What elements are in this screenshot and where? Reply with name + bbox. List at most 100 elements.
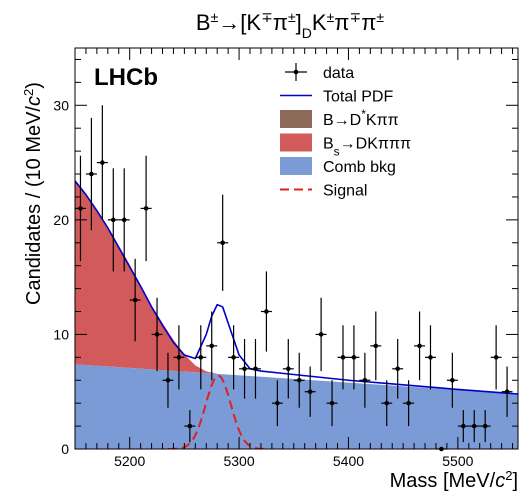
data-marker: [406, 400, 411, 406]
data-point: [260, 271, 272, 352]
data-point: [162, 352, 174, 408]
plot-area: [75, 180, 518, 449]
data-marker: [132, 297, 138, 303]
data-point: [479, 410, 491, 443]
legend-label: B→D*Kππ: [323, 107, 399, 129]
legend-item: Bs→DKπππ: [280, 133, 411, 159]
data-marker: [143, 206, 149, 211]
legend-label: Comb bkg: [323, 159, 396, 176]
y-tick-label: 0: [61, 441, 69, 457]
data-marker: [482, 423, 488, 429]
legend-fill-symbol: [280, 157, 312, 175]
data-marker: [285, 366, 291, 372]
data-marker: [253, 366, 258, 372]
x-tick-label: 5400: [333, 453, 364, 469]
legend-label: Signal: [323, 183, 367, 200]
data-point: [184, 410, 196, 443]
data-marker: [428, 355, 433, 360]
x-tick-label: 5500: [442, 453, 473, 469]
data-marker: [275, 400, 280, 406]
data-marker: [198, 355, 204, 360]
plot-frame: [74, 47, 519, 450]
data-point: [348, 325, 360, 390]
data-marker: [504, 389, 510, 395]
data-point: [468, 410, 480, 443]
data-marker: [340, 355, 346, 360]
data-marker: [264, 309, 269, 314]
comb-bkg-area: [75, 364, 518, 449]
data-marker: [231, 355, 236, 360]
data-point: [129, 258, 141, 342]
data-point: [414, 311, 426, 381]
data-point: [206, 311, 218, 381]
x-tick-label: 5300: [223, 453, 254, 469]
data-marker: [351, 355, 357, 360]
legend-item: B→D*Kππ: [280, 107, 399, 129]
data-point: [107, 168, 119, 272]
data-marker: [384, 400, 390, 406]
y-axis-title: Candidates / (10 MeV/c2): [21, 82, 46, 305]
x-axis-title: Mass [MeV/c2]: [390, 468, 518, 493]
data-point: [315, 297, 327, 372]
data-marker: [209, 343, 215, 349]
data-marker: [89, 171, 94, 177]
y-tick-label: 30: [53, 97, 69, 113]
data-point: [403, 380, 415, 427]
data-marker: [450, 377, 455, 383]
chart-title: B±→[K∓π±]DK±π∓π±: [196, 9, 385, 41]
legend-item: Total PDF: [280, 89, 393, 106]
data-point: [337, 325, 349, 390]
data-marker: [242, 366, 247, 372]
data-point: [250, 339, 261, 399]
lhcb-watermark: LHCb: [94, 64, 158, 91]
data-marker: [100, 160, 105, 165]
data-point: [96, 105, 108, 220]
data-marker: [121, 217, 127, 223]
legend-item: data: [285, 63, 354, 82]
data-point: [490, 325, 502, 390]
legend-label: Bs→DKπππ: [323, 136, 411, 159]
data-point: [151, 297, 163, 372]
data-point: [85, 117, 97, 231]
legend-fill-symbol: [280, 110, 312, 128]
data-marker: [165, 377, 171, 383]
legend-item: Comb bkg: [280, 157, 396, 176]
data-marker: [373, 343, 379, 349]
x-tick-label: 5200: [114, 453, 145, 469]
data-point: [326, 380, 338, 427]
data-marker: [187, 423, 193, 429]
legend-label: Total PDF: [323, 89, 393, 106]
data-point: [217, 194, 229, 291]
data-point: [239, 339, 251, 399]
data-point: [228, 325, 240, 390]
data-point: [195, 325, 207, 390]
legend-item: Signal: [280, 183, 367, 200]
data-marker: [417, 343, 422, 349]
data-marker: [110, 217, 116, 223]
data-marker: [296, 377, 302, 383]
data-point: [271, 380, 283, 427]
data-point: [173, 325, 185, 390]
data-point: [140, 155, 152, 262]
data-point: [501, 366, 513, 417]
data-point: [118, 168, 130, 272]
data-point: [282, 339, 294, 399]
data-point: [425, 325, 436, 390]
data-point: [370, 311, 382, 381]
data-point: [457, 410, 469, 443]
data-marker: [329, 400, 335, 406]
data-point: [304, 366, 316, 417]
legend-fill-symbol: [280, 133, 312, 152]
legend-label: data: [323, 65, 354, 82]
data-marker: [395, 366, 400, 372]
data-marker: [307, 389, 313, 395]
data-point: [293, 352, 305, 408]
data-marker: [493, 355, 499, 360]
data-marker: [78, 206, 83, 211]
data-point: [359, 352, 371, 408]
data-marker: [154, 332, 160, 337]
y-tick-label: 20: [53, 212, 69, 228]
data-point: [446, 352, 458, 408]
